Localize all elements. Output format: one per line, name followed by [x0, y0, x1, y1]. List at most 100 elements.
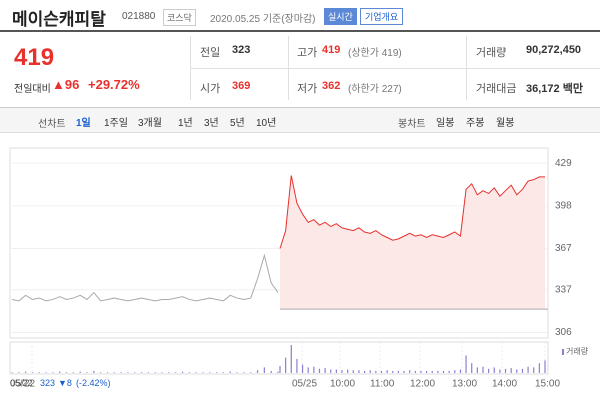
- volume-bar: [386, 370, 388, 373]
- volume-bar: [209, 372, 211, 373]
- footer-date: 05/22: [10, 378, 33, 388]
- tab[interactable]: 3년: [204, 118, 219, 129]
- y-tick-label: 429: [555, 158, 572, 169]
- volume-bar: [18, 372, 20, 373]
- volume-bar: [510, 368, 512, 373]
- volume-bar: [188, 372, 190, 373]
- volume-bar: [499, 369, 501, 373]
- price-line: [279, 175, 545, 249]
- volume-bar: [369, 370, 371, 373]
- volume-bar: [330, 369, 332, 373]
- volume-bar: [397, 370, 400, 373]
- tab[interactable]: 일봉: [436, 118, 455, 129]
- volume-bar: [324, 368, 326, 373]
- volume-bar: [59, 371, 61, 373]
- volume-bar: [263, 367, 265, 373]
- volume-bar: [403, 370, 405, 373]
- quote-label: 저가: [297, 83, 318, 95]
- volume-bar: [277, 371, 279, 373]
- volume-bar: [375, 370, 377, 373]
- x-tick-label: 15:00: [535, 379, 560, 390]
- volume-bar: [65, 372, 68, 373]
- quote-value: 362: [322, 80, 341, 92]
- tab[interactable]: 1주일: [104, 118, 128, 129]
- volume-bar: [476, 367, 478, 373]
- x-tick-label: 05/22: [10, 379, 35, 390]
- tab[interactable]: 주봉: [466, 118, 485, 129]
- volume-bar: [341, 370, 343, 373]
- quote-label: 고가: [297, 47, 318, 59]
- tab[interactable]: 3개월: [138, 118, 162, 129]
- volume-bar: [161, 372, 163, 373]
- volume-bar: [113, 372, 115, 373]
- volume-bar: [72, 372, 74, 373]
- realtime-button[interactable]: 실시간: [324, 8, 357, 25]
- volume-bar: [140, 372, 143, 373]
- volume-bar: [290, 345, 292, 373]
- volume-bar: [493, 367, 495, 373]
- x-tick-label: 13:00: [452, 379, 477, 390]
- volume-bar: [504, 368, 507, 373]
- x-tick-label: 10:00: [330, 379, 355, 390]
- volume-bar: [454, 370, 456, 373]
- x-tick-label: 12:00: [410, 379, 435, 390]
- volume-bar: [222, 372, 225, 373]
- footer-change: ▼8: [58, 378, 72, 388]
- volume-bar: [437, 370, 439, 373]
- volume-bar: [414, 370, 416, 373]
- volume-bar: [93, 370, 95, 373]
- overview-button[interactable]: 기업개요: [360, 8, 404, 25]
- volume-bar: [120, 372, 122, 373]
- change: ▲96: [52, 77, 80, 92]
- volume-bar: [301, 364, 304, 373]
- volume-bar: [79, 371, 81, 373]
- stock-code: 021880: [122, 11, 156, 22]
- y-tick-label: 367: [555, 243, 572, 254]
- volume-bar: [147, 372, 150, 373]
- tab-label: 선차트: [38, 119, 66, 130]
- quote-note: (하한가 227): [348, 84, 402, 95]
- volume-bar: [236, 372, 238, 373]
- volume-bar: [544, 360, 546, 373]
- volume-bar: [431, 370, 433, 373]
- quote-label: 전일: [200, 47, 221, 59]
- quote-label: 거래대금: [476, 83, 517, 95]
- volume-bar: [358, 370, 360, 373]
- volume-bar: [11, 372, 13, 373]
- quote-value: 36,172 백만: [526, 83, 583, 95]
- volume-bar: [216, 372, 218, 373]
- volume-bar: [195, 372, 197, 373]
- volume-frame: [9, 341, 549, 375]
- volume-bar: [521, 368, 524, 373]
- price-line: [11, 253, 279, 302]
- quote-panel: [0, 30, 600, 108]
- y-tick-label: 398: [555, 200, 572, 211]
- volume-bar: [154, 372, 156, 373]
- area: [280, 175, 545, 310]
- volume-bar: [100, 372, 102, 373]
- price: 419: [14, 44, 55, 71]
- x-tick-label: 05/25: [292, 379, 317, 390]
- tab[interactable]: 5년: [230, 118, 245, 129]
- volume-bar: [352, 370, 354, 373]
- tab[interactable]: 월봉: [496, 118, 515, 129]
- plot-frame: [9, 147, 549, 339]
- tab[interactable]: 10년: [256, 118, 277, 129]
- volume-bar: [465, 355, 467, 373]
- volume-bar: [127, 372, 129, 373]
- change-rate: +29.72%: [88, 77, 140, 92]
- volume-bar: [31, 372, 34, 373]
- volume-bar: [313, 366, 315, 373]
- x-tick-label: 14:00: [492, 379, 517, 390]
- tab[interactable]: 1년: [178, 118, 193, 129]
- volume-bar: [442, 370, 445, 373]
- volume-bar: [533, 367, 535, 373]
- tab[interactable]: 1일: [76, 118, 91, 129]
- volume-bar: [86, 372, 88, 373]
- volume-bar: [250, 372, 252, 373]
- date: 2020.05.25 기준(장마감): [210, 14, 316, 25]
- volume-bar: [420, 370, 422, 373]
- legend-swatch: [562, 349, 564, 355]
- volume-bar: [106, 372, 109, 373]
- volume-bar: [243, 372, 245, 373]
